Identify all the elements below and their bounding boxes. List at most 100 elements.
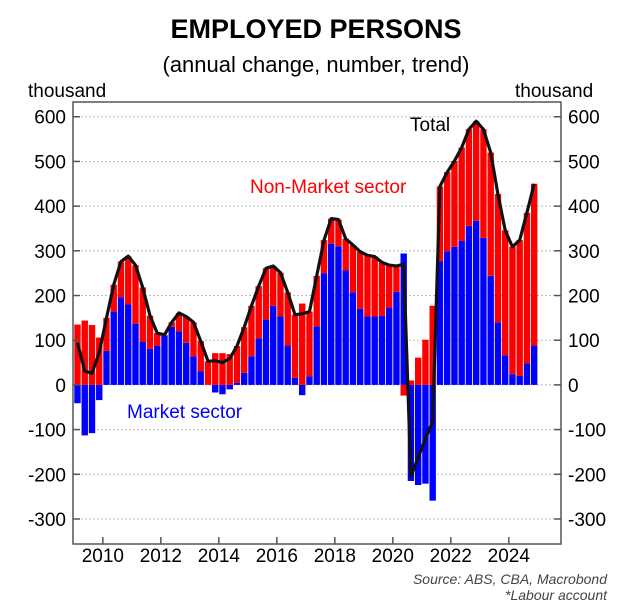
bar-non-market	[291, 314, 299, 378]
bar-market	[248, 356, 255, 385]
bar-market	[139, 341, 146, 385]
bar-market	[494, 322, 502, 385]
bar-non-market	[472, 121, 480, 221]
bar-market	[472, 220, 480, 385]
bar-market	[241, 372, 248, 385]
y-tick-label-right: 500	[568, 152, 600, 173]
y-axis-label-right: thousand	[515, 81, 593, 102]
bar-market	[458, 240, 465, 385]
y-axis-label-left: thousand	[28, 81, 106, 102]
bar-market	[335, 246, 342, 385]
bar-market	[81, 384, 88, 436]
bar-non-market	[407, 380, 415, 385]
bar-market	[422, 384, 429, 484]
bar-non-market	[342, 238, 349, 271]
bar-non-market	[320, 240, 328, 274]
bar-market	[530, 345, 538, 385]
y-tick-label-left: 100	[34, 331, 66, 352]
y-tick-label-left: -300	[28, 510, 66, 531]
bar-market	[161, 335, 168, 385]
bar-non-market	[371, 256, 378, 317]
bar-non-market	[212, 353, 219, 385]
bar-market	[88, 384, 96, 434]
footnote: *Labour account	[505, 587, 608, 603]
bar-market	[291, 377, 299, 385]
bar-non-market	[451, 160, 458, 247]
bar-market	[183, 342, 190, 385]
bar-non-market	[204, 361, 212, 385]
bar-non-market	[465, 129, 473, 226]
bar-market	[523, 363, 531, 385]
bar-non-market	[357, 251, 364, 309]
bar-non-market	[516, 240, 523, 376]
bar-market	[226, 384, 233, 390]
bar-non-market	[154, 333, 161, 347]
bar-market	[349, 292, 357, 385]
bar-market	[306, 376, 313, 385]
bar-market	[284, 345, 291, 385]
bar-market	[74, 384, 81, 404]
total-line	[75, 119, 536, 479]
bar-non-market	[414, 357, 422, 385]
bar-non-market	[110, 284, 117, 312]
bar-non-market	[233, 346, 241, 383]
bar-non-market	[284, 292, 291, 346]
bar-non-market	[183, 316, 190, 343]
bar-non-market	[523, 212, 531, 364]
bar-non-market	[364, 255, 371, 317]
bar-non-market	[88, 325, 96, 385]
bar-non-market	[103, 317, 110, 351]
bar-non-market	[241, 327, 248, 373]
bar-market	[219, 384, 226, 395]
plot-frame	[72, 101, 562, 545]
bar-non-market	[175, 312, 183, 332]
bar-non-market	[509, 246, 516, 375]
y-tick-label-left: 500	[34, 152, 66, 173]
bar-market	[436, 261, 444, 385]
bar-non-market	[219, 353, 226, 385]
bar-market	[146, 348, 154, 385]
bar-market	[299, 384, 306, 396]
x-tick-label: 2024	[488, 546, 531, 567]
bar-market	[487, 275, 494, 385]
bar-non-market	[378, 262, 386, 316]
y-tick-label-left: 200	[34, 287, 66, 308]
bar-non-market	[81, 320, 88, 385]
bar-market	[429, 384, 436, 501]
source-note: Source: ABS, CBA, Macrobond	[413, 571, 608, 587]
bar-non-market	[197, 341, 204, 372]
bar-market	[414, 384, 422, 486]
bar-non-market	[74, 324, 81, 385]
bar-market	[212, 384, 219, 393]
bar-non-market	[146, 315, 154, 349]
bar-non-market	[328, 218, 335, 244]
bar-non-market	[299, 303, 306, 385]
bar-non-market	[480, 129, 487, 238]
bar-market	[465, 225, 473, 385]
x-tick-label: 2018	[314, 546, 356, 567]
x-tick-label: 2020	[372, 546, 414, 567]
annotation-total: Total	[410, 115, 450, 136]
bar-non-market	[96, 337, 103, 385]
bar-non-market	[443, 172, 451, 252]
bar-market	[501, 355, 509, 385]
bar-non-market	[422, 339, 429, 385]
y-tick-label-left: 0	[55, 376, 66, 397]
bar-market	[400, 253, 407, 385]
bar-market	[364, 316, 371, 385]
bar-market	[262, 319, 270, 385]
y-tick-label-right: 0	[568, 376, 579, 397]
x-tick-label: 2014	[198, 546, 241, 567]
y-tick-label-right: -300	[568, 510, 606, 531]
bar-non-market	[262, 268, 270, 320]
bar-non-market	[349, 245, 357, 293]
bar-non-market	[494, 194, 502, 323]
y-tick-label-right: 400	[568, 197, 600, 218]
bar-non-market	[226, 354, 233, 385]
bar-market	[451, 246, 458, 385]
bar-non-market	[487, 152, 494, 276]
bar-non-market	[530, 183, 538, 346]
y-tick-label-left: -100	[28, 421, 66, 442]
bars	[74, 121, 538, 501]
